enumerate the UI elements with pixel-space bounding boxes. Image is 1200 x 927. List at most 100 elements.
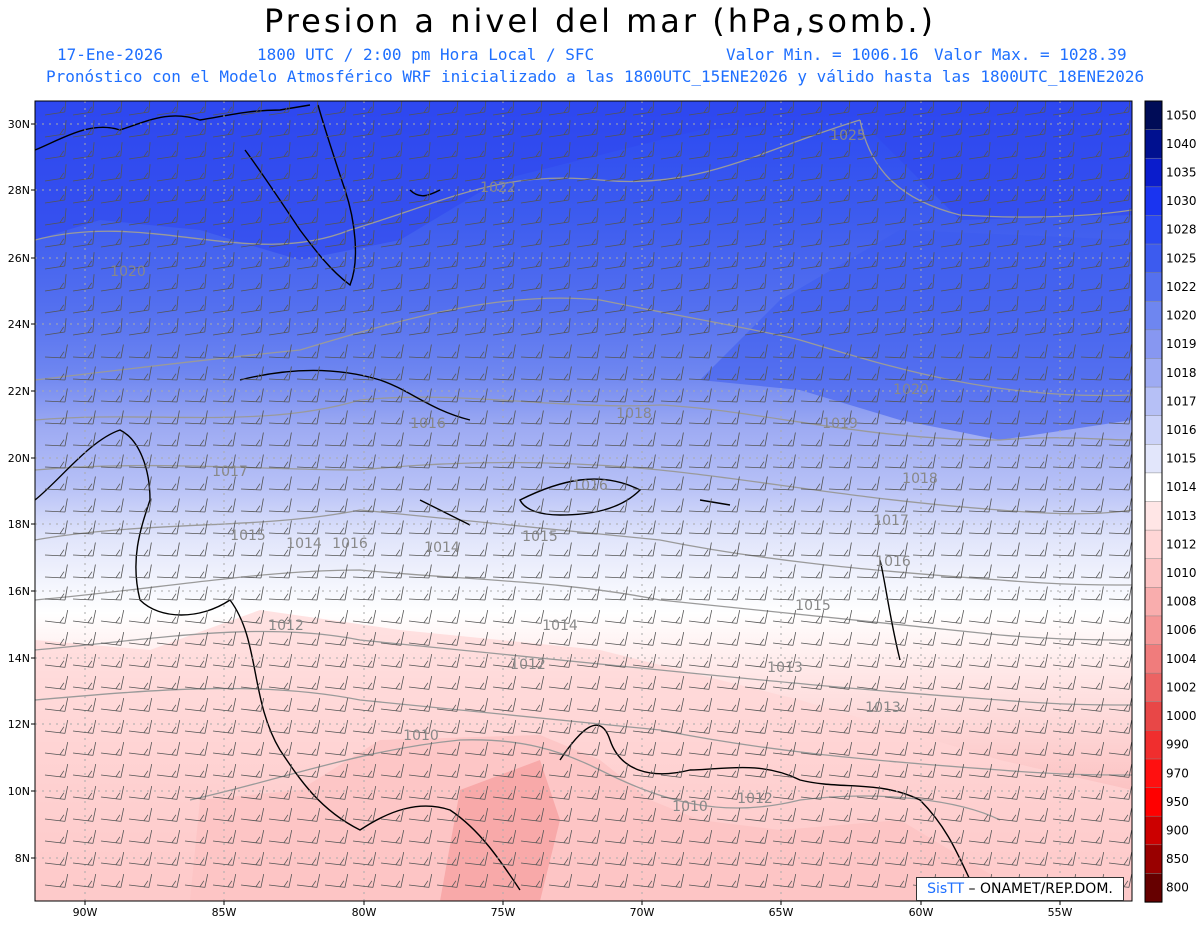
- lat-tick-label: 14N: [8, 652, 30, 665]
- lat-tick-label: 22N: [8, 385, 30, 398]
- colorbar-label: 1015: [1166, 452, 1197, 466]
- high-pressure-zone: [35, 101, 1132, 260]
- isobar-label: 1015: [522, 529, 558, 545]
- colorbar-swatch: [1144, 644, 1163, 674]
- isobar-label: 1010: [672, 799, 708, 815]
- colorbar-label: 1018: [1166, 366, 1197, 380]
- colorbar-frame: [1144, 100, 1163, 903]
- isobar-labels: 1025 1022 1020 1020 1019 1018 1018 1017 1017 1016…: [110, 128, 938, 815]
- colorbar-swatch: [1144, 615, 1163, 646]
- isobar-label: 1014: [424, 540, 460, 556]
- max-value: Valor Max. = 1028.39: [934, 45, 1127, 64]
- colorbar-label: 1004: [1166, 652, 1197, 666]
- colorbar-label: 1028: [1166, 223, 1197, 237]
- lat-tick-label: 30N: [8, 118, 30, 131]
- isobar-label: 1014: [542, 618, 578, 634]
- forecast-date: 17-Ene-2026: [57, 45, 163, 64]
- isobar-label: 1016: [875, 554, 911, 570]
- colorbar-label: 850: [1166, 852, 1189, 866]
- colorbar-swatch: [1144, 186, 1163, 217]
- latitude-ticks: 30N 28N 26N 24N 22N 20N 18N 16N 14N 12N 10N 8N: [8, 118, 35, 865]
- isobar-label: 1015: [230, 528, 266, 544]
- isobar-label: 1012: [737, 791, 773, 807]
- lat-tick-label: 26N: [8, 252, 30, 265]
- lat-tick-label: 10N: [8, 785, 30, 798]
- isobar-label: 1015: [795, 598, 831, 614]
- isobar-label: 1016: [410, 416, 446, 432]
- isobar-label: 1012: [268, 618, 304, 634]
- colorbar-swatch: [1144, 243, 1163, 274]
- lon-tick-label: 60W: [909, 906, 934, 919]
- colorbar-label: 1040: [1166, 137, 1197, 151]
- colorbar-label: 1012: [1166, 537, 1197, 551]
- colorbar-label: 1006: [1166, 623, 1197, 637]
- isobar-label: 1016: [572, 478, 608, 494]
- lat-tick-label: 16N: [8, 585, 30, 598]
- isobar-label: 1020: [893, 382, 929, 398]
- isobar-label: 1016: [332, 536, 368, 552]
- lon-tick-label: 75W: [491, 906, 516, 919]
- colorbar-label: 1022: [1166, 280, 1197, 294]
- lon-tick-label: 65W: [769, 906, 794, 919]
- colorbar-label: 1017: [1166, 394, 1197, 408]
- colorbar-label: 1002: [1166, 680, 1197, 694]
- isobar-label: 1013: [767, 660, 803, 676]
- colorbar-swatch: [1144, 358, 1163, 388]
- lon-tick-label: 85W: [212, 906, 237, 919]
- isobars: [35, 119, 1132, 821]
- credit-org: – ONAMET/REP.DOM.: [964, 881, 1113, 897]
- isobar-label: 1012: [510, 657, 546, 673]
- credit-box: SisTT – ONAMET/REP.DOM.: [916, 877, 1124, 901]
- colorbar-label: 1050: [1166, 108, 1197, 122]
- colorbar-swatch: [1144, 415, 1163, 446]
- isobar-label: 1010: [403, 728, 439, 744]
- colorbar-label: 1016: [1166, 423, 1197, 437]
- colorbar-label: 1020: [1166, 309, 1197, 323]
- lat-tick-label: 12N: [8, 718, 30, 731]
- colorbar-label: 970: [1166, 766, 1189, 780]
- colorbar-swatch: [1144, 386, 1163, 417]
- colorbar-swatch: [1144, 472, 1163, 503]
- colorbar-swatch: [1144, 215, 1163, 245]
- isobar-label: 1018: [902, 471, 938, 487]
- colorbar-label: 1000: [1166, 709, 1197, 723]
- colorbar-label: 1008: [1166, 595, 1197, 609]
- isobar-label: 1018: [616, 406, 652, 422]
- coastlines: [35, 104, 981, 901]
- colorbar-swatch: [1144, 529, 1163, 560]
- colorbar-swatch: [1144, 758, 1163, 789]
- lon-tick-label: 70W: [630, 906, 655, 919]
- colorbar-swatch: [1144, 672, 1163, 703]
- colorbar-swatch: [1144, 844, 1163, 875]
- colorbar-swatch: [1144, 100, 1163, 131]
- map-frame: [34, 100, 1133, 902]
- colorbar-swatch: [1144, 787, 1163, 817]
- colorbar-swatch: [1144, 587, 1163, 617]
- model-description: Pronóstico con el Modelo Atmosférico WRF…: [46, 67, 1145, 86]
- colorbar-label: 1035: [1166, 166, 1197, 180]
- colorbar: 1050 1040 1035 1030 1028 1025 1022 1020 1019 1018…: [1144, 100, 1197, 903]
- lat-tick-label: 28N: [8, 184, 30, 197]
- colorbar-label: 800: [1166, 881, 1189, 895]
- colorbar-label: 1010: [1166, 566, 1197, 580]
- colorbar-label: 1014: [1166, 480, 1197, 494]
- isobar-label: 1022: [480, 180, 516, 196]
- colorbar-swatch: [1144, 129, 1163, 159]
- colorbar-swatch: [1144, 873, 1163, 903]
- isobar-label: 1013: [865, 700, 901, 716]
- lat-tick-label: 24N: [8, 318, 30, 331]
- lon-tick-label: 80W: [352, 906, 377, 919]
- isobar-label: 1019: [822, 416, 858, 432]
- sistema-logo: SisTT: [927, 881, 965, 897]
- isobar-label: 1017: [873, 513, 909, 529]
- colorbar-swatch: [1144, 501, 1163, 531]
- colorbar-swatch: [1144, 272, 1163, 302]
- wind-barb-set: [44, 101, 1132, 888]
- low-pressure-min: [440, 760, 560, 901]
- colorbar-swatch: [1144, 157, 1163, 188]
- map-title: Presion a nivel del mar (hPa,somb.): [263, 2, 937, 40]
- high-pressure-lobe: [700, 230, 1132, 440]
- colorbar-swatch: [1144, 701, 1163, 732]
- colorbar-swatch: [1144, 558, 1163, 589]
